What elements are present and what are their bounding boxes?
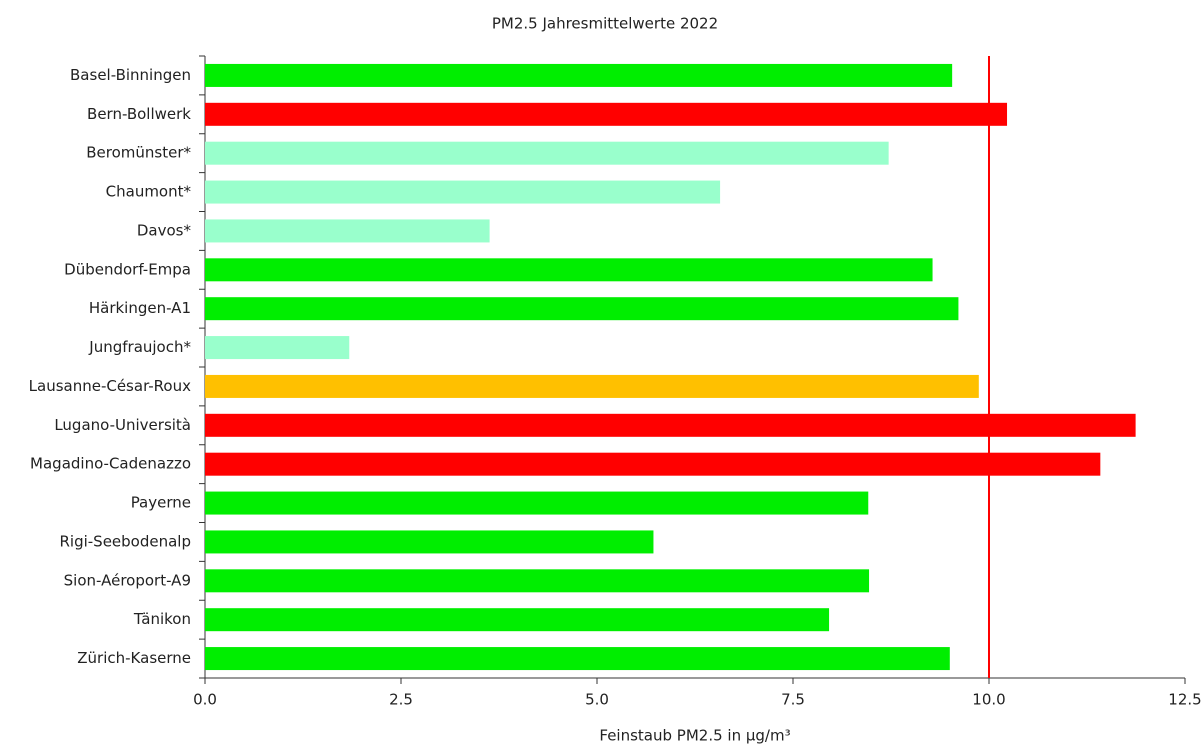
y-tick-label: Lausanne-César-Roux <box>29 377 191 395</box>
x-tick-label: 12.5 <box>1168 691 1201 709</box>
bar <box>205 258 933 282</box>
bar <box>205 413 1136 437</box>
bar <box>205 452 1101 476</box>
y-tick-label: Magadino-Cadenazzo <box>30 455 191 473</box>
bar <box>205 336 350 360</box>
y-tick-label: Tänikon <box>133 610 191 628</box>
y-tick-label: Davos* <box>137 221 192 239</box>
bar <box>205 491 869 515</box>
y-tick-label: Härkingen-A1 <box>89 299 191 317</box>
y-tick-label: Beromünster* <box>86 144 191 162</box>
bar <box>205 647 950 671</box>
bar <box>205 374 979 398</box>
y-tick-label: Basel-Binningen <box>70 66 191 84</box>
bar <box>205 608 830 632</box>
bar <box>205 63 953 87</box>
y-tick-label: Payerne <box>131 494 191 512</box>
bar <box>205 219 490 243</box>
y-tick-label: Chaumont* <box>106 183 192 201</box>
x-tick-label: 0.0 <box>193 691 217 709</box>
bar <box>205 102 1008 126</box>
x-tick-label: 2.5 <box>389 691 413 709</box>
bar <box>205 141 889 165</box>
y-tick-label: Rigi-Seebodenalp <box>59 532 191 550</box>
chart-title: PM2.5 Jahresmittelwerte 2022 <box>492 15 718 33</box>
y-tick-label: Dübendorf-Empa <box>64 260 191 278</box>
y-tick-label: Zürich-Kaserne <box>77 649 191 667</box>
y-tick-label: Lugano-Università <box>54 416 191 434</box>
y-tick-label: Sion-Aéroport-A9 <box>64 571 191 589</box>
bar <box>205 180 721 204</box>
x-axis-label: Feinstaub PM2.5 in µg/m³ <box>599 727 790 745</box>
x-tick-label: 5.0 <box>585 691 609 709</box>
x-tick-label: 10.0 <box>972 691 1005 709</box>
x-tick-label: 7.5 <box>781 691 805 709</box>
y-tick-label: Bern-Bollwerk <box>87 105 191 123</box>
y-tick-label: Jungfraujoch* <box>88 338 191 356</box>
bar <box>205 530 654 554</box>
bar <box>205 297 959 321</box>
bar <box>205 569 870 593</box>
